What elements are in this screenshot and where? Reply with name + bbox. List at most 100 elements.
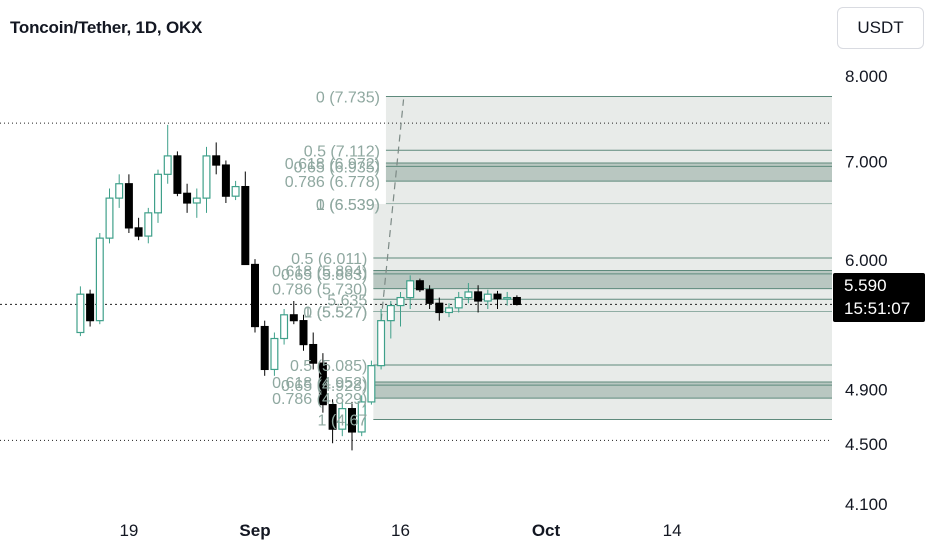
candle — [86, 289, 95, 327]
fib-level-label: 1 (6.539) — [316, 197, 380, 214]
candle — [202, 146, 211, 213]
candle-body — [318, 362, 327, 406]
fib-level-label: 0.786 (6.778) — [285, 174, 380, 191]
candle — [367, 360, 376, 405]
candle — [512, 295, 521, 306]
candle — [124, 174, 133, 233]
candle — [289, 300, 298, 325]
candle — [76, 286, 85, 337]
candle — [270, 332, 279, 376]
fib-level-label: 1 (5.527) — [303, 305, 367, 322]
candle-body — [251, 263, 260, 328]
fib-level-label: 0 (6.539) — [316, 197, 380, 214]
candle-body — [503, 296, 512, 300]
candle-body — [445, 307, 454, 314]
candle-body — [115, 183, 124, 199]
candle-body — [483, 293, 492, 302]
candle-body — [163, 155, 172, 175]
candle-body — [183, 192, 192, 204]
candle — [328, 399, 337, 444]
candle — [493, 290, 502, 310]
time-axis[interactable]: 19 Sep 16 Oct 14 — [119, 521, 681, 540]
candle — [154, 169, 163, 223]
candle-body — [105, 197, 114, 239]
fib-retracement-layer — [373, 96, 832, 421]
fib-level-label: 0 (7.735) — [316, 90, 380, 107]
candle — [396, 291, 405, 327]
fib-band — [373, 270, 832, 274]
fib-level-label: 0.786 (4.829) — [272, 391, 367, 408]
candle-body — [95, 237, 104, 322]
candle-body — [124, 183, 133, 229]
candle — [318, 353, 327, 413]
candle-body — [386, 304, 395, 322]
candle — [173, 151, 182, 197]
candle-body — [144, 212, 153, 237]
trend-line — [380, 99, 405, 321]
currency-button[interactable]: USDT — [837, 7, 924, 49]
candle — [415, 278, 424, 292]
candle — [192, 188, 201, 218]
candle-body — [309, 343, 318, 364]
candle-body — [299, 320, 308, 346]
price-tick-label: 6.000 — [845, 251, 888, 270]
fib-level-label: 0.618 (4.952) — [272, 375, 367, 392]
price-tick-label: 4.100 — [845, 495, 888, 514]
reference-lines — [0, 122, 832, 441]
candle-body — [241, 185, 250, 266]
candle — [445, 303, 454, 318]
candle — [386, 300, 395, 339]
candle-body — [357, 401, 366, 433]
chart-title: Toncoin/Tether, 1D, OKX — [10, 18, 203, 37]
candle — [338, 401, 347, 437]
fib-level-label: 1 (4.67 — [318, 413, 368, 430]
candle-body — [76, 293, 85, 334]
candle — [280, 309, 289, 345]
candle — [144, 207, 153, 244]
candle-body — [260, 325, 269, 371]
bar-countdown: 15:51:07 — [844, 299, 911, 318]
candle — [299, 314, 308, 351]
candle — [260, 320, 269, 376]
fib-band — [373, 273, 832, 289]
candle — [115, 174, 124, 208]
price-tick-label: 8.000 — [845, 67, 888, 86]
candle-body — [192, 197, 201, 204]
candle-body — [212, 155, 221, 166]
candle-body — [270, 337, 279, 371]
candle-body — [474, 291, 483, 302]
candle-body — [338, 408, 347, 430]
price-tick-label: 4.500 — [845, 435, 888, 454]
candle-body — [231, 185, 240, 197]
fib-level-label: 0.786 (5.730) — [272, 282, 367, 299]
candle-body — [280, 314, 289, 340]
trend-line-segment — [380, 99, 405, 321]
fib-level-label: 0.5 (5.085) — [290, 358, 367, 375]
candle — [163, 124, 172, 184]
candle-body — [173, 155, 182, 194]
candle — [357, 395, 366, 437]
candle-body — [134, 227, 143, 237]
candle — [454, 291, 463, 313]
candle-body — [512, 296, 521, 306]
fib-level-label: 0.65 (6.935) — [294, 159, 380, 176]
candle — [231, 180, 240, 201]
candle-body — [154, 173, 163, 214]
candle-body — [221, 164, 230, 197]
last-price-tag: 5.590 15:51:07 — [833, 273, 925, 322]
candle — [348, 401, 357, 451]
time-tick-label: 19 — [119, 521, 138, 540]
candle-body — [454, 296, 463, 309]
candle-body — [377, 320, 386, 367]
candle — [183, 183, 192, 213]
candle — [483, 289, 492, 310]
candle — [309, 332, 318, 370]
candle-body — [86, 293, 95, 322]
fib-labels: 0 (7.735) 0.5 (7.112)0.618 (6.972)0.65 (6… — [272, 90, 380, 430]
candle-body — [367, 365, 376, 403]
price-axis[interactable]: 8.000 7.000 6.000 4.900 4.500 4.100 — [845, 67, 888, 514]
candle-body — [396, 296, 405, 307]
fib-level-label: 0.618 (5.894) — [272, 264, 367, 281]
fib-level-label: 0.5 (7.112) — [304, 143, 380, 160]
